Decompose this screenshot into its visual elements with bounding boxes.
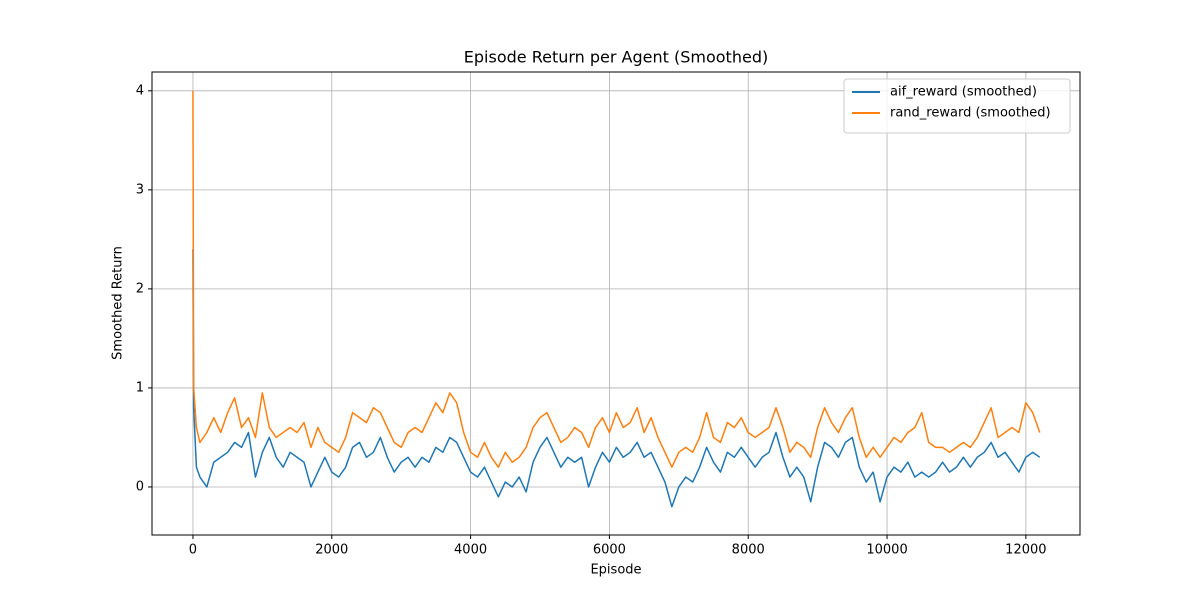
legend: aif_reward (smoothed) rand_reward (smooth… (843, 78, 1071, 134)
y-tick-label: 3 (136, 182, 144, 197)
y-tick-label: 1 (136, 380, 144, 395)
y-axis-label: Smoothed Return (111, 246, 126, 360)
plot-lines (192, 90, 1041, 508)
legend-label: aif_reward (smoothed) (890, 85, 1037, 100)
y-tick-label: 0 (136, 479, 144, 494)
grid (152, 72, 1080, 535)
legend-label: rand_reward (smoothed) (890, 106, 1051, 121)
x-tick-label: 2000 (315, 543, 348, 558)
legend-box (843, 78, 1071, 134)
x-tick-label: 0 (189, 543, 197, 558)
chart-title: Episode Return per Agent (Smoothed) (464, 48, 768, 67)
series-line (192, 90, 1041, 468)
x-tick-label: 12000 (1005, 543, 1046, 558)
x-axis-label: Episode (590, 563, 641, 578)
x-tick-label: 8000 (732, 543, 765, 558)
series-line (192, 249, 1041, 508)
y-tick-label: 2 (136, 281, 144, 296)
x-tick-label: 4000 (454, 543, 487, 558)
y-tick-label: 4 (136, 83, 144, 98)
x-tick-label: 10000 (866, 543, 907, 558)
plot-frame (151, 71, 1081, 536)
x-tick-label: 6000 (593, 543, 626, 558)
